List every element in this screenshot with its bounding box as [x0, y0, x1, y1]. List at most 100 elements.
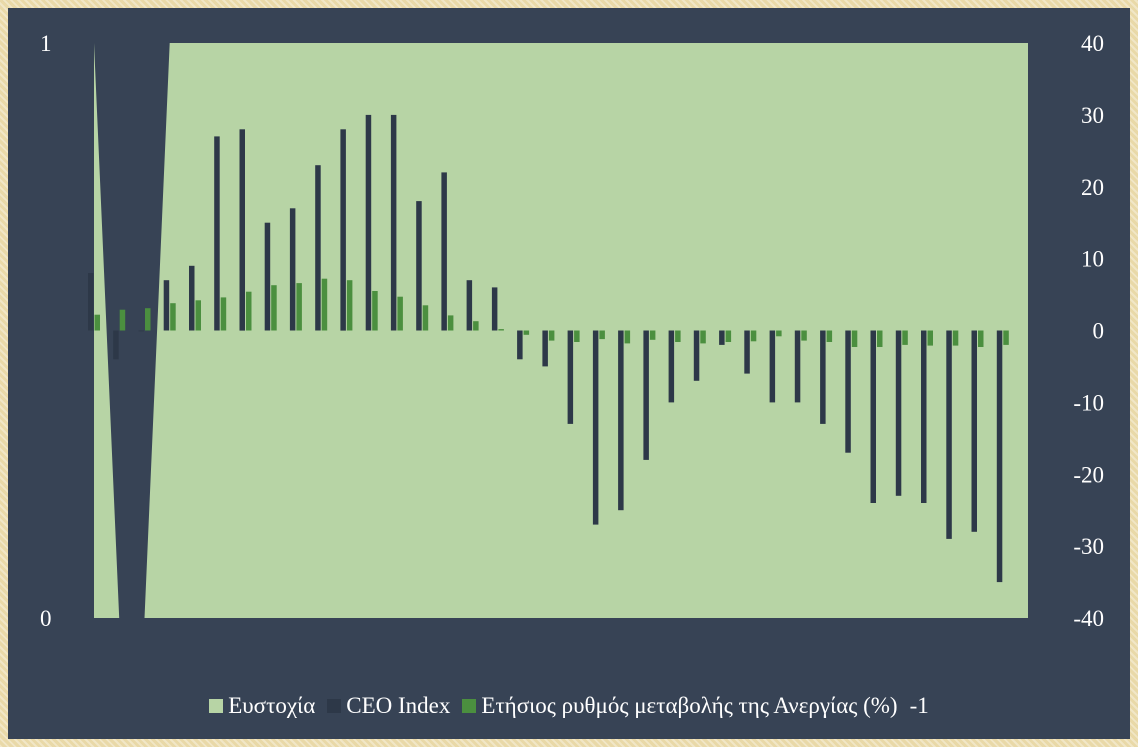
unemployment-bar-17: [523, 330, 530, 335]
legend-label-accuracy: Ευστοχία: [228, 693, 316, 718]
ceo-index-bar-8: [289, 208, 296, 331]
ceo-index-bar-0: [88, 273, 94, 331]
unemployment-bar-11: [372, 291, 378, 331]
ceo-index-bar-4: [189, 265, 195, 331]
accuracy-area-layer: [94, 43, 1028, 618]
right-tick-label--30: -30: [1073, 534, 1104, 559]
unemployment-bar-30: [851, 330, 858, 347]
unemployment-bar-7: [271, 285, 277, 331]
ceo-index-bar-30: [845, 330, 851, 453]
ceo-index-bar-27: [769, 330, 776, 403]
unemployment-bar-12: [397, 296, 403, 331]
unemployment-bar-16: [498, 329, 504, 331]
ceo-index-bar-2: [138, 330, 144, 332]
ceo-index-bar-5: [214, 136, 220, 331]
unemployment-bar-10: [346, 280, 353, 331]
legend-item-unemployment: Ετήσιος ρυθμός μεταβολής της Ανεργίας (%…: [462, 693, 898, 719]
unemployment-bar-29: [826, 330, 833, 342]
unemployment-bar-9: [321, 278, 328, 331]
ceo-index-bar-13: [416, 201, 422, 331]
legend-item-extra: -1: [910, 693, 929, 719]
legend-label-extra: -1: [909, 693, 929, 718]
unemployment-bar-24: [700, 330, 706, 344]
ceo-index-bar-6: [239, 129, 245, 331]
unemployment-bar-3: [170, 303, 176, 331]
ceo-index-bar-19: [567, 330, 574, 424]
ceo-index-bar-14: [441, 172, 447, 331]
unemployment-bar-33: [927, 330, 933, 346]
legend-swatch-unemployment: [462, 699, 477, 713]
right-tick-label-10: 10: [1081, 247, 1104, 272]
ceo-index-bar-24: [693, 330, 700, 381]
unemployment-bar-34: [952, 330, 959, 346]
legend-item-accuracy: Ευστοχία: [209, 693, 315, 719]
right-tick-label-30: 30: [1081, 103, 1104, 128]
ceo-index-bar-34: [946, 330, 952, 539]
legend-item-ceo-index: CEO Index: [327, 693, 450, 719]
unemployment-bar-13: [422, 305, 429, 331]
ceo-index-bar-15: [466, 280, 473, 331]
unemployment-bar-28: [801, 330, 807, 341]
unemployment-bar-15: [473, 321, 479, 331]
ceo-index-bar-1: [113, 330, 119, 360]
left-axis: 01: [40, 31, 52, 631]
left-tick-label-1: 1: [40, 31, 52, 56]
right-tick-label--20: -20: [1073, 462, 1104, 487]
ceo-index-bar-32: [895, 330, 902, 496]
unemployment-bar-20: [599, 330, 605, 340]
ceo-index-bar-28: [794, 330, 801, 403]
ceo-index-bar-22: [643, 330, 649, 460]
unemployment-bar-26: [750, 330, 757, 342]
ceo-index-bar-36: [996, 330, 1003, 583]
unemployment-bar-2: [145, 308, 151, 331]
unemployment-bar-14: [447, 315, 454, 331]
right-tick-label-20: 20: [1081, 175, 1104, 200]
ceo-index-bar-29: [820, 330, 826, 424]
right-tick-label--10: -10: [1073, 390, 1104, 415]
unemployment-bar-23: [675, 330, 681, 342]
ceo-index-bar-31: [870, 330, 876, 503]
ceo-index-bar-18: [542, 330, 548, 367]
ceo-index-bar-11: [365, 114, 372, 331]
unemployment-bar-19: [574, 330, 580, 342]
ceo-index-bar-35: [971, 330, 977, 532]
ceo-index-bar-26: [744, 330, 750, 374]
ceo-index-bar-17: [517, 330, 523, 360]
ceo-index-bar-21: [618, 330, 624, 511]
ceo-index-bar-9: [315, 165, 321, 331]
unemployment-bar-1: [119, 309, 126, 331]
right-tick-label-40: 40: [1081, 31, 1104, 56]
unemployment-bar-4: [195, 300, 201, 331]
ceo-index-bar-7: [264, 222, 271, 331]
legend-label-ceo-index: CEO Index: [346, 693, 451, 718]
unemployment-bar-22: [649, 330, 656, 340]
unemployment-bar-8: [296, 283, 302, 331]
unemployment-bar-0: [94, 314, 100, 331]
unemployment-bar-5: [220, 297, 227, 331]
unemployment-bar-36: [1003, 330, 1009, 345]
legend-label-unemployment: Ετήσιος ρυθμός μεταβολής της Ανεργίας (%…: [481, 693, 898, 718]
unemployment-bar-32: [902, 330, 908, 345]
left-tick-label-0: 0: [40, 606, 52, 631]
legend: Ευστοχία CEO Index Ετήσιος ρυθμός μεταβο…: [8, 688, 1130, 724]
unemployment-bar-18: [548, 330, 555, 341]
ceo-index-bar-20: [592, 330, 599, 525]
unemployment-bar-25: [725, 330, 732, 342]
accuracy-area: [94, 43, 1028, 618]
unemployment-bar-21: [624, 330, 631, 344]
ceo-index-bar-16: [491, 287, 498, 331]
legend-swatch-accuracy: [209, 699, 224, 713]
ceo-index-bar-3: [163, 280, 170, 331]
legend-swatch-ceo-index: [327, 699, 342, 713]
right-tick-label--40: -40: [1073, 606, 1104, 631]
unemployment-bar-35: [978, 330, 984, 347]
unemployment-bar-31: [877, 330, 883, 347]
ceo-index-bar-25: [719, 330, 725, 345]
ceo-index-bar-12: [390, 114, 397, 331]
unemployment-bar-6: [246, 291, 252, 331]
right-axis: -40 -30 -20 -10 0 10 20 30 40: [1073, 31, 1104, 631]
ceo-index-bar-33: [921, 330, 927, 503]
right-tick-label-0: 0: [1093, 319, 1105, 344]
